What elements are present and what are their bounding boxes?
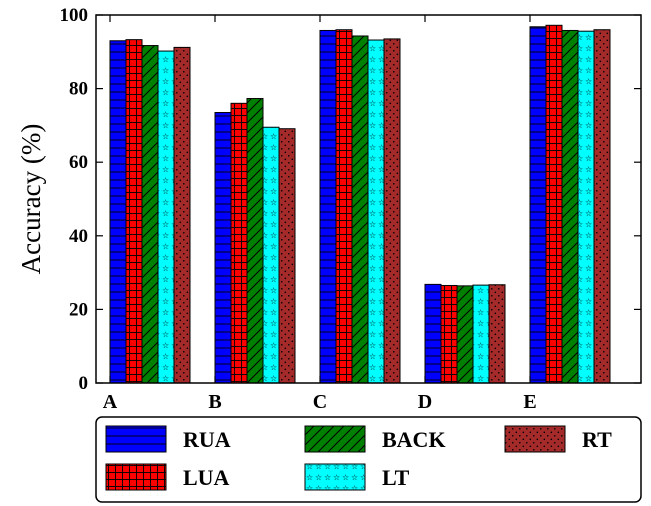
bar-back-c	[351, 35, 369, 384]
bar-lt-a	[157, 50, 175, 384]
bar-rt-a	[173, 46, 191, 384]
bar-lua-e	[545, 24, 563, 384]
axes-layer: 0 20 40 60 80 100 A B C D E Accuracy (%)	[16, 5, 642, 413]
x-category-label: E	[523, 391, 536, 413]
bar-back-e	[561, 29, 579, 384]
bars-layer	[109, 24, 611, 384]
bar-lt-d	[472, 284, 490, 384]
bar-back-d	[456, 285, 474, 384]
y-tick-label: 20	[69, 299, 88, 320]
bar-rua-b	[214, 112, 232, 384]
bar-rt-d	[488, 284, 506, 384]
y-tick-label: 60	[69, 152, 88, 173]
legend: RUA LUA BACK LT RT	[95, 416, 642, 503]
bar-rt-c	[383, 38, 401, 384]
bar-rt-b	[278, 128, 296, 384]
legend-label-lt: LT	[382, 465, 410, 490]
legend-swatch-back	[304, 425, 366, 453]
bar-rua-d	[424, 283, 442, 384]
y-tick-label: 80	[69, 79, 88, 100]
legend-swatch-lt	[304, 463, 366, 491]
bar-lt-b	[262, 126, 280, 384]
bar-lt-c	[367, 39, 385, 384]
bar-lua-a	[125, 39, 143, 384]
plot-frame	[95, 14, 642, 384]
x-category-label: B	[208, 391, 221, 413]
y-tick-label: 40	[69, 226, 88, 247]
legend-label-back: BACK	[382, 427, 446, 452]
x-category-label: D	[418, 391, 432, 413]
legend-label-rt: RT	[582, 427, 612, 452]
y-tick-label: 0	[79, 373, 89, 394]
bar-rt-e	[593, 29, 611, 384]
bar-lua-b	[230, 102, 248, 384]
bar-back-a	[141, 45, 159, 384]
x-category-label: C	[313, 391, 327, 413]
x-category-label: A	[103, 391, 118, 413]
legend-swatch-rt	[504, 425, 566, 453]
bar-lua-d	[440, 284, 458, 384]
y-axis-title: Accuracy (%)	[16, 124, 46, 275]
bar-lt-e	[577, 30, 595, 384]
y-tick-label: 100	[60, 5, 89, 26]
legend-label-lua: LUA	[183, 465, 230, 490]
legend-swatch-lua	[105, 463, 167, 491]
bar-lua-c	[335, 29, 353, 384]
bar-rua-e	[529, 26, 547, 384]
bar-back-b	[246, 98, 264, 384]
bar-rua-c	[319, 29, 337, 384]
legend-swatch-rua	[105, 425, 167, 453]
bar-rua-a	[109, 40, 127, 384]
legend-label-rua: RUA	[183, 427, 231, 452]
